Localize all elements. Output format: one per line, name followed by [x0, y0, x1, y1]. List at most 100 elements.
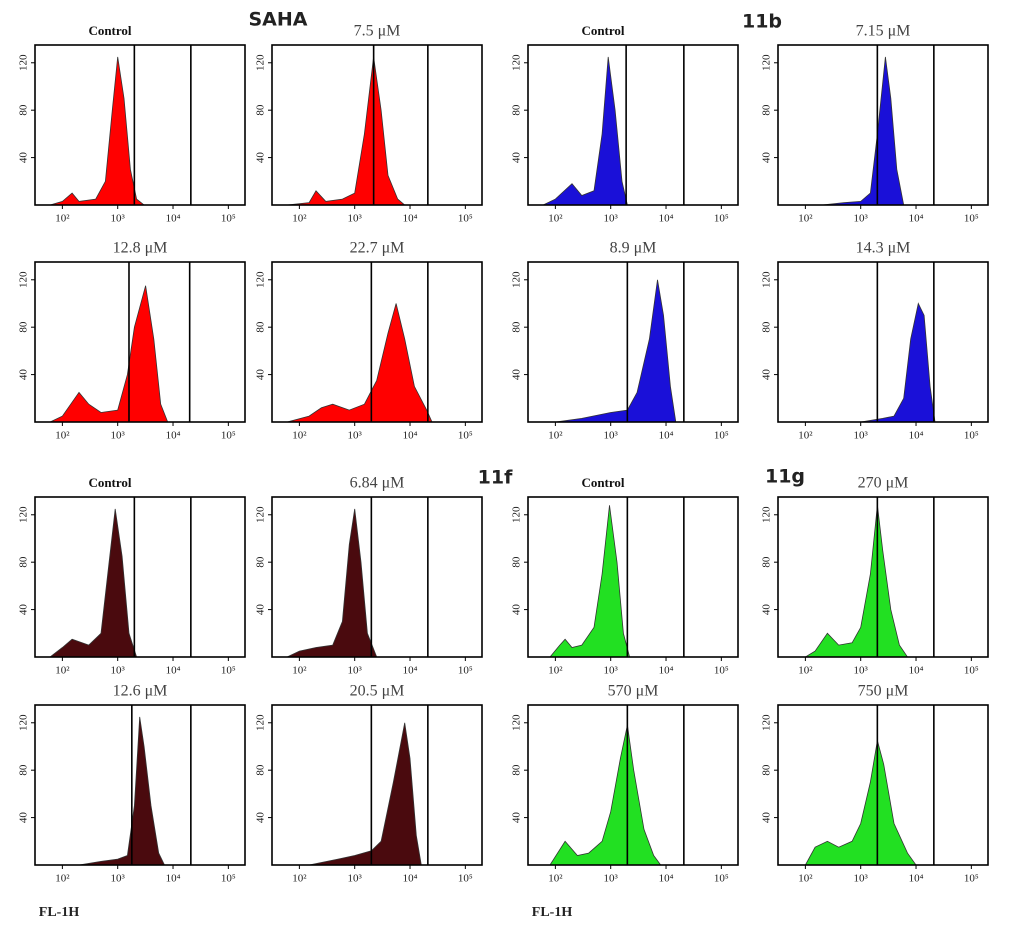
y-tick-label: 40 — [255, 369, 267, 381]
y-tick-label: 80 — [18, 321, 30, 333]
histogram-area — [804, 505, 908, 657]
y-tick-label: 120 — [761, 506, 773, 523]
panel: 10² 10³ 10⁴ 10⁵ 40 80 120 8.9 μM — [511, 240, 739, 442]
panel-title: 750 μM — [858, 683, 909, 700]
x-tick-label: 10² — [548, 430, 563, 442]
y-tick-label: 40 — [511, 812, 523, 824]
histogram-area — [287, 56, 406, 205]
panel: 10² 10³ 10⁴ 10⁵ 40 80 120 7.15 μM — [761, 23, 989, 225]
x-tick-label: 10⁵ — [964, 665, 979, 677]
x-tick-label: 10⁴ — [909, 430, 924, 442]
panel: 10² 10³ 10⁴ 10⁵ 40 80 120 270 μM — [761, 475, 989, 677]
y-tick-label: 80 — [511, 321, 523, 333]
plot-frame — [34, 44, 246, 206]
y-tick-label: 80 — [255, 556, 267, 568]
x-tick-label: 10⁴ — [166, 213, 181, 225]
y-tick-label: 40 — [511, 152, 523, 164]
x-tick-label: 10⁵ — [221, 665, 236, 677]
x-tick-label: 10⁴ — [659, 430, 674, 442]
x-tick-label: 10⁴ — [659, 873, 674, 885]
y-tick-label: 40 — [761, 812, 773, 824]
y-tick-label: 40 — [18, 369, 30, 381]
histogram-area — [309, 722, 422, 865]
x-tick-label: 10³ — [111, 665, 126, 677]
y-tick-label: 120 — [18, 506, 30, 523]
histogram-area — [286, 508, 378, 657]
x-tick-label: 10² — [798, 665, 813, 677]
group-label: 11g — [765, 466, 805, 488]
x-tick-label: 10³ — [854, 213, 869, 225]
y-tick-label: 80 — [761, 764, 773, 776]
panel-title: Control — [88, 23, 131, 38]
x-tick-label: 10³ — [604, 213, 619, 225]
plot-frame — [34, 261, 246, 423]
plot-frame — [271, 704, 483, 866]
x-tick-label: 10³ — [348, 873, 363, 885]
x-tick-label: 10³ — [854, 873, 869, 885]
panel-title: 570 μM — [608, 683, 659, 700]
panel-title: 6.84 μM — [350, 475, 405, 492]
x-tick-label: 10⁴ — [166, 665, 181, 677]
panel-title: 7.15 μM — [856, 23, 911, 40]
panel: 10² 10³ 10⁴ 10⁵ 40 80 120 12.6 μM FL-1H — [18, 683, 246, 920]
y-tick-label: 120 — [511, 271, 523, 288]
histogram-area — [555, 279, 677, 422]
x-tick-label: 10⁴ — [403, 213, 418, 225]
panel-title: 12.8 μM — [113, 240, 168, 257]
panel-title: 14.3 μM — [856, 240, 911, 257]
panel: 10² 10³ 10⁴ 10⁵ 40 80 120 12.8 μM — [18, 240, 246, 442]
panel: 10² 10³ 10⁴ 10⁵ 40 80 120 Control — [18, 475, 246, 677]
histogram-area — [49, 56, 145, 205]
histogram-area — [78, 716, 165, 865]
x-tick-label: 10³ — [111, 873, 126, 885]
panel: 10² 10³ 10⁴ 10⁵ 40 80 120 14.3 μM — [761, 240, 989, 442]
panel: 10² 10³ 10⁴ 10⁵ 40 80 120 20.5 μM — [255, 683, 483, 885]
histogram-area — [860, 302, 936, 422]
plot-frame — [34, 704, 246, 866]
y-tick-label: 80 — [18, 764, 30, 776]
histogram-area — [286, 303, 433, 422]
plot-frame — [777, 704, 989, 866]
panel-title: 22.7 μM — [350, 240, 405, 257]
histogram-area — [549, 505, 631, 657]
x-tick-label: 10³ — [854, 430, 869, 442]
y-tick-label: 120 — [255, 714, 267, 731]
y-tick-label: 40 — [18, 604, 30, 616]
y-tick-label: 40 — [761, 152, 773, 164]
x-tick-label: 10² — [55, 873, 70, 885]
x-tick-label: 10⁵ — [458, 665, 473, 677]
x-tick-label: 10⁵ — [964, 213, 979, 225]
x-tick-label: 10³ — [111, 213, 126, 225]
x-tick-label: 10² — [55, 213, 70, 225]
plot-frame — [777, 44, 989, 206]
x-tick-label: 10² — [548, 873, 563, 885]
y-tick-label: 40 — [255, 812, 267, 824]
y-tick-label: 80 — [18, 556, 30, 568]
panel-title: 12.6 μM — [113, 683, 168, 700]
histogram-area — [49, 285, 169, 422]
y-tick-label: 80 — [761, 556, 773, 568]
y-tick-label: 40 — [255, 152, 267, 164]
y-tick-label: 120 — [511, 714, 523, 731]
y-tick-label: 120 — [511, 54, 523, 71]
plot-frame — [527, 44, 739, 206]
plot-frame — [271, 496, 483, 658]
y-tick-label: 80 — [511, 104, 523, 116]
y-tick-label: 40 — [511, 369, 523, 381]
x-tick-label: 10² — [55, 665, 70, 677]
x-tick-label: 10³ — [348, 430, 363, 442]
histogram-area — [542, 56, 628, 205]
x-tick-label: 10² — [292, 873, 307, 885]
x-tick-label: 10⁵ — [714, 430, 729, 442]
x-tick-label: 10⁵ — [964, 873, 979, 885]
y-tick-label: 120 — [18, 271, 30, 288]
x-tick-label: 10⁵ — [714, 873, 729, 885]
y-tick-label: 40 — [761, 604, 773, 616]
y-tick-label: 120 — [511, 506, 523, 523]
x-tick-label: 10³ — [111, 430, 126, 442]
x-tick-label: 10⁵ — [458, 430, 473, 442]
x-tick-label: 10⁵ — [221, 873, 236, 885]
y-tick-label: 120 — [255, 271, 267, 288]
x-tick-label: 10² — [548, 213, 563, 225]
x-tick-label: 10² — [548, 665, 563, 677]
